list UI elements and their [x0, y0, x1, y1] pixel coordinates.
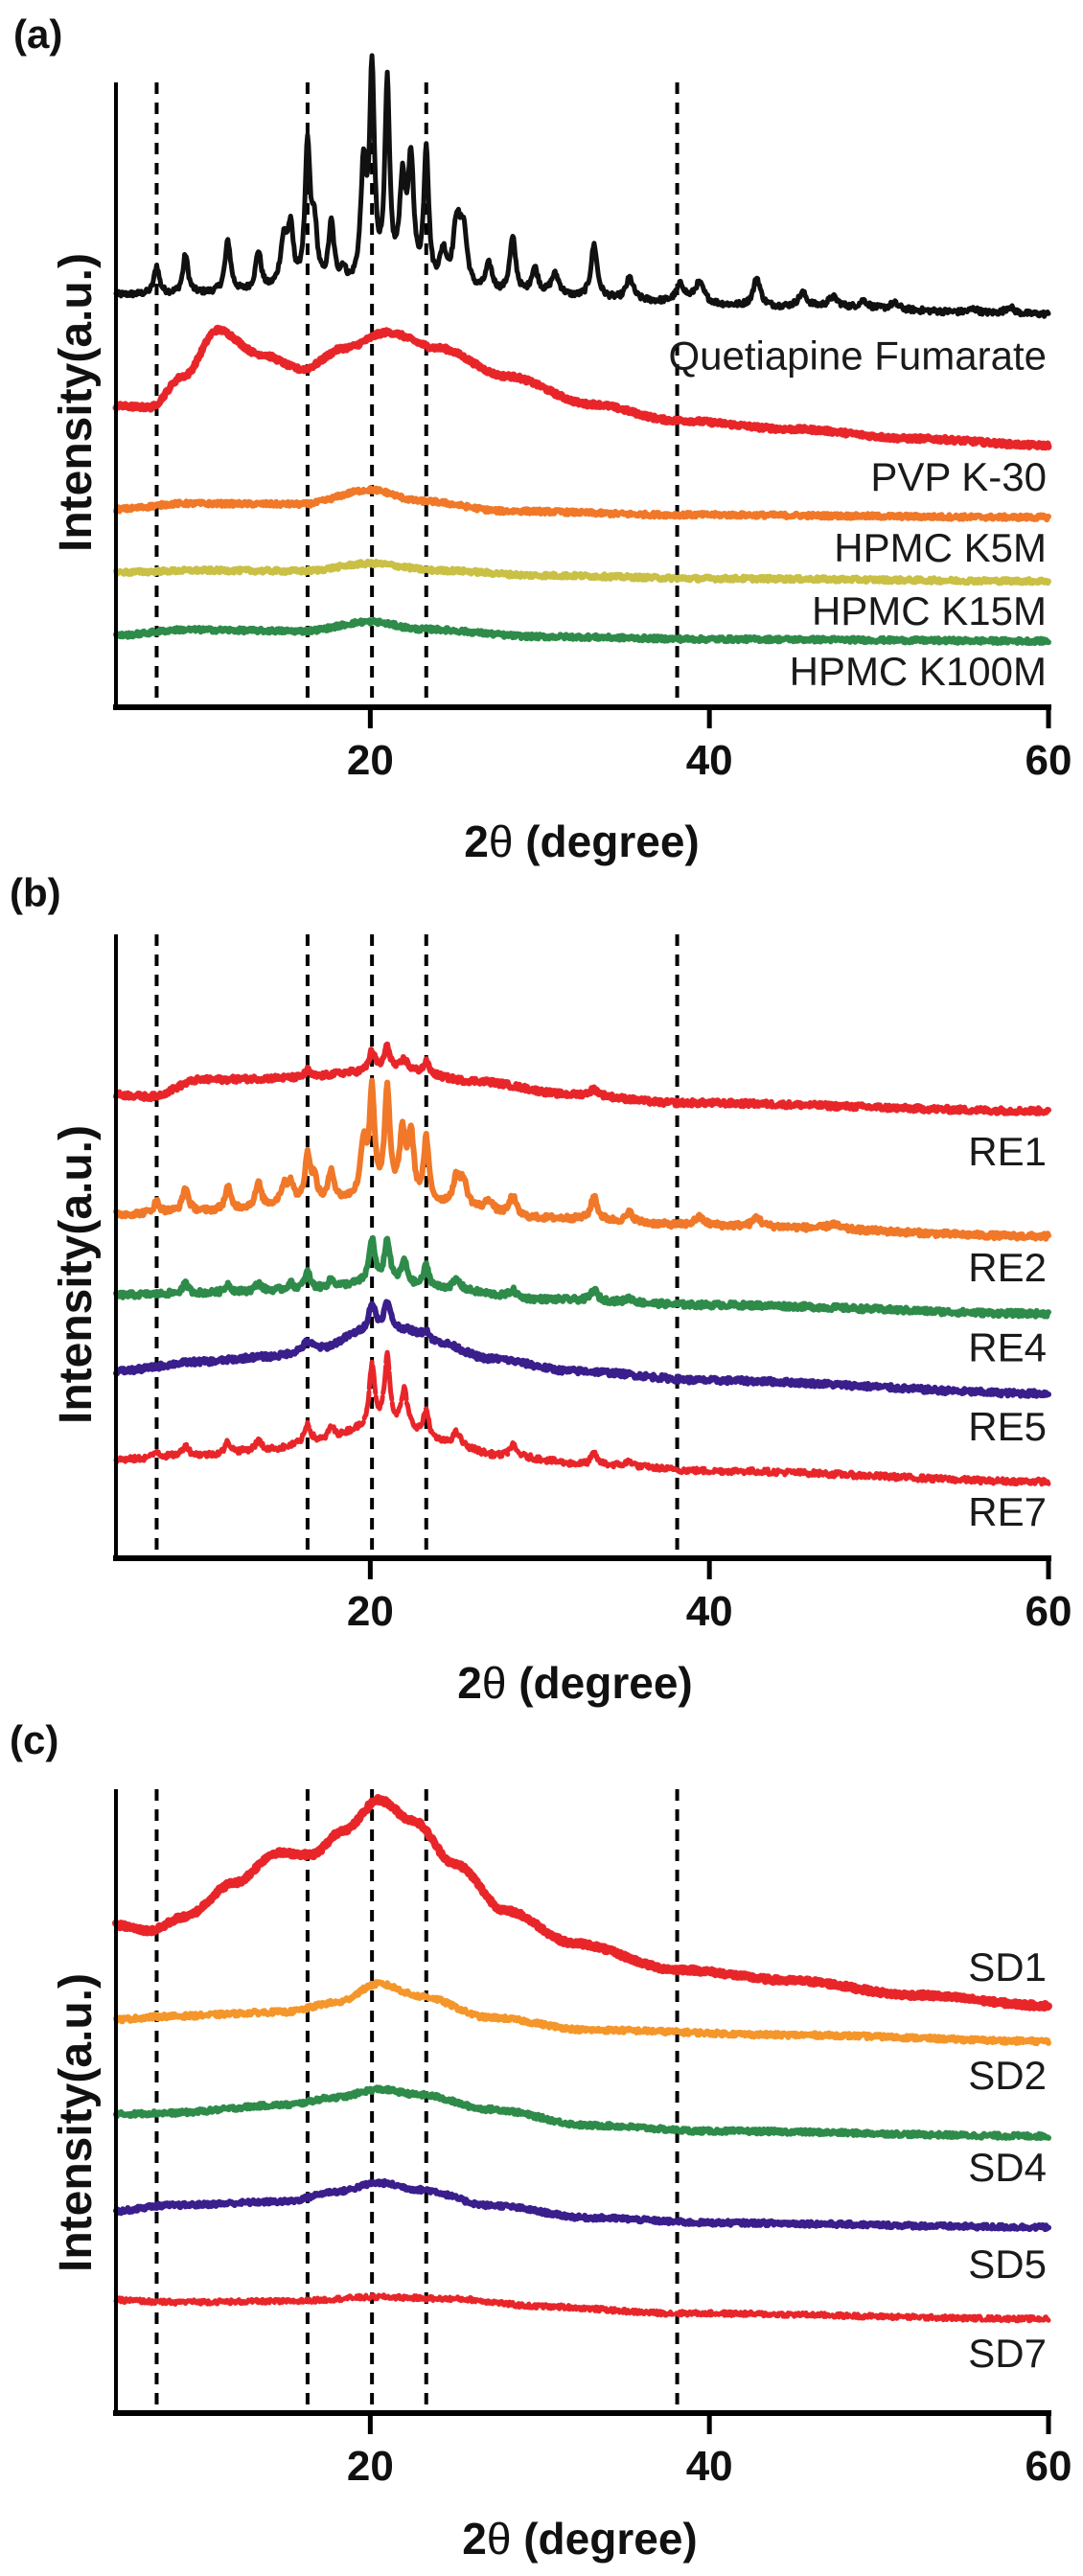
series-line-pvp-k-30: [112, 324, 1052, 451]
series-line-re2: [113, 1077, 1051, 1242]
panel-label: (a): [13, 12, 62, 57]
panel-c: (c) SD1 SD2 SD4 SD5 SD7 20 40 60 Intensity(a.u…: [10, 1717, 1071, 2564]
reference-lines: [154, 82, 680, 707]
x-tick-label: 60: [1025, 1588, 1072, 1635]
series-label: RE5: [968, 1404, 1047, 1449]
x-axis-title: 2θ (degree): [464, 816, 699, 866]
x-tick-label: 40: [686, 1588, 733, 1635]
panel-b: (b) RE1 RE2 RE4 RE5 RE7 20 40 60 Intensity(a.u…: [10, 870, 1071, 1708]
series-label: SD4: [968, 2145, 1047, 2190]
series-line-re5: [113, 1299, 1051, 1399]
series-label: PVP K-30: [870, 454, 1047, 499]
series-label: HPMC K5M: [834, 525, 1047, 570]
panel-a: (a) Quetiapine Fumarate PVP K-30 HPMC K5M H…: [13, 12, 1071, 866]
panel-label: (c): [10, 1717, 58, 1762]
y-axis-title: Intensity(a.u.): [51, 253, 102, 552]
series-label: Quetiapine Fumarate: [668, 333, 1047, 378]
y-axis-title: Intensity(a.u.): [51, 1125, 102, 1424]
series-label: SD2: [968, 2053, 1047, 2098]
series-labels: Quetiapine Fumarate PVP K-30 HPMC K5M HPMC …: [668, 333, 1047, 694]
traces: [112, 53, 1052, 647]
series-line-re7: [113, 1349, 1051, 1487]
series-label: RE1: [968, 1129, 1047, 1174]
x-tick-label: 20: [347, 1588, 394, 1635]
series-line-sd5: [113, 2177, 1051, 2233]
series-line-hpmc-k5m: [113, 485, 1051, 523]
series-label: RE7: [968, 1489, 1047, 1534]
series-line-re1: [113, 1041, 1051, 1116]
series-labels: SD1 SD2 SD4 SD5 SD7: [968, 1944, 1047, 2376]
series-labels: RE1 RE2 RE4 RE5 RE7: [968, 1129, 1047, 1534]
y-axis-title: Intensity(a.u.): [51, 1973, 102, 2272]
series-line-sd2: [113, 1979, 1051, 2047]
series-label: RE4: [968, 1324, 1047, 1369]
theta-symbol: θ: [482, 1658, 507, 1708]
x-tick-label: 40: [686, 737, 733, 784]
series-label: SD5: [968, 2242, 1047, 2287]
x-tick-label: 40: [686, 2443, 733, 2490]
x-tick-label: 60: [1025, 737, 1072, 784]
series-label: RE2: [968, 1245, 1047, 1290]
x-tick-label: 20: [347, 2443, 394, 2490]
axes: 20 40 60: [113, 1789, 1072, 2490]
x-tick-label: 60: [1025, 2443, 1072, 2490]
x-axis-title-suffix: (degree): [506, 1658, 692, 1708]
series-line-sd7: [113, 2292, 1051, 2324]
x-axis-title-suffix: (degree): [511, 2514, 697, 2564]
series-label: SD7: [968, 2331, 1047, 2376]
x-axis-title: 2θ (degree): [457, 1658, 692, 1708]
series-line-sd4: [113, 2084, 1051, 2141]
axes: 20 40 60: [113, 82, 1072, 784]
theta-symbol: θ: [489, 816, 514, 866]
theta-symbol: θ: [487, 2514, 512, 2564]
traces: [113, 1041, 1051, 1487]
series-line-hpmc-k100m: [113, 616, 1051, 647]
series-line-re4: [113, 1234, 1051, 1320]
x-axis-title-prefix: 2: [457, 1658, 482, 1708]
series-label: SD1: [968, 1944, 1047, 1990]
x-axis-title-suffix: (degree): [513, 816, 699, 866]
x-tick-label: 20: [347, 737, 394, 784]
series-line-hpmc-k15m: [113, 558, 1051, 586]
series-line-sd1: [112, 1794, 1052, 2012]
traces: [112, 1794, 1052, 2324]
series-label: HPMC K100M: [790, 649, 1047, 694]
reference-lines: [154, 1789, 680, 2413]
x-axis-title: 2θ (degree): [462, 2514, 697, 2564]
series-line-quetiapine-fumarate: [113, 53, 1051, 319]
x-axis-title-prefix: 2: [462, 2514, 487, 2564]
axes: 20 40 60: [113, 934, 1072, 1635]
x-axis-title-prefix: 2: [464, 816, 489, 866]
panel-label: (b): [10, 870, 61, 915]
series-label: HPMC K15M: [812, 588, 1047, 633]
